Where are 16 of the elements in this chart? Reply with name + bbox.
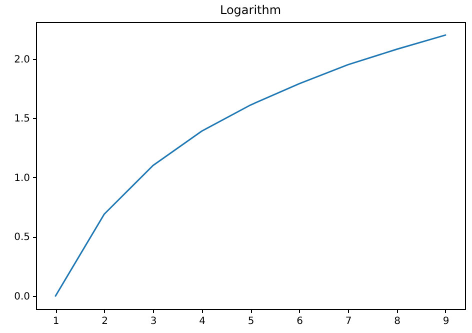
x-tick-label: 6 bbox=[296, 316, 303, 327]
chart-title: Logarithm bbox=[220, 3, 282, 17]
x-tick-label: 5 bbox=[248, 316, 254, 327]
line-series bbox=[54, 34, 446, 297]
y-tick-label: 2.0 bbox=[14, 54, 30, 66]
x-tick-label: 1 bbox=[52, 316, 60, 327]
y-tick-label: 1.0 bbox=[14, 172, 30, 184]
x-tick-label: 4 bbox=[199, 316, 206, 327]
x-tick-label: 7 bbox=[345, 316, 352, 327]
x-tick-label: 3 bbox=[150, 316, 157, 327]
y-tick-label: 0.0 bbox=[14, 291, 30, 302]
y-tick-label: 0.5 bbox=[14, 232, 30, 244]
x-tick-label: 2 bbox=[102, 316, 108, 327]
y-tick-label: 1.5 bbox=[14, 114, 30, 125]
x-tick-label: 9 bbox=[442, 316, 450, 327]
x-tick-label: 8 bbox=[394, 316, 400, 327]
